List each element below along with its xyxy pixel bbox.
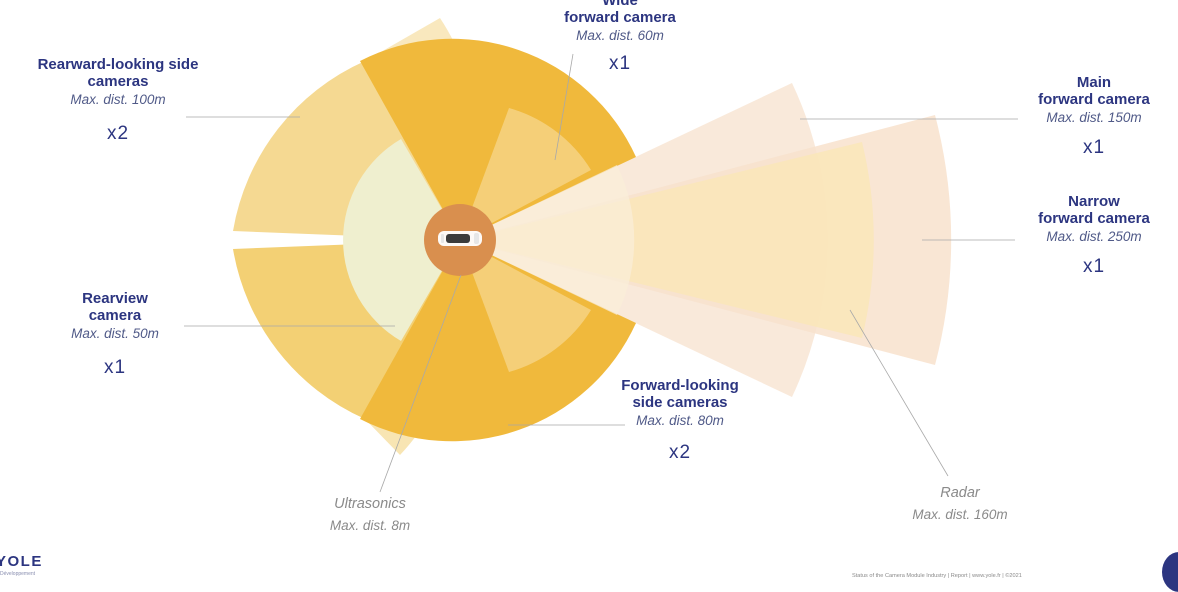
rearward-side-camera-subtitle: cameras [87, 73, 149, 91]
forward-side-camera-title: Forward-looking [621, 377, 739, 394]
ultrasonics-distance: Max. dist. 8m [329, 517, 411, 533]
narrow-forward-camera-label: Narrow forward camera Max. dist. 250m x1 [1010, 193, 1178, 278]
radar-distance: Max. dist. 160m [912, 506, 1008, 522]
forward-side-camera-count: x2 [668, 442, 692, 464]
forward-side-camera-subtitle: side cameras [632, 394, 728, 412]
wide-forward-camera-count: x1 [608, 53, 632, 75]
main-forward-camera-label: Main forward camera Max. dist. 150m x1 [1010, 74, 1178, 159]
rearward-side-camera-count: x2 [106, 123, 130, 145]
main-forward-camera-count: x1 [1082, 137, 1106, 159]
main-forward-camera-distance: Max. dist. 150m [1046, 109, 1142, 125]
footer-text: Status of the Camera Module Industry | R… [852, 573, 1022, 579]
rearview-camera-subtitle: camera [88, 307, 142, 325]
narrow-forward-camera-title: Narrow [1068, 193, 1120, 210]
wide-forward-leader-line [554, 53, 574, 161]
wide-forward-camera-title: Wide [602, 0, 638, 9]
wide-forward-camera-label: Wide forward camera Max. dist. 60m x1 [540, 0, 700, 75]
radar-zone [460, 142, 874, 338]
radar-label: Radar Max. dist. 160m [898, 485, 1022, 522]
wide-forward-camera-distance: Max. dist. 60m [576, 27, 664, 43]
rearview-camera-count: x1 [103, 357, 127, 379]
rearview-camera-distance: Max. dist. 50m [71, 325, 159, 341]
rearview-camera-title: Rearview [82, 290, 148, 307]
main-forward-camera-zone-front [460, 165, 635, 315]
main-forward-camera-title: Main [1076, 74, 1112, 91]
forward-side-camera-label: Forward-looking side cameras Max. dist. … [590, 377, 770, 464]
forward-side-camera-distance: Max. dist. 80m [636, 412, 724, 428]
rearview-camera-zone [343, 139, 460, 341]
narrow-forward-camera-subtitle: forward camera [1038, 210, 1150, 228]
ultrasonics-leader-line [379, 274, 462, 493]
logo-brand: YOLE [0, 553, 43, 570]
ultrasonics-title: Ultrasonics [334, 496, 406, 512]
narrow-forward-camera-distance: Max. dist. 250m [1046, 228, 1142, 244]
page-corner-badge [1162, 552, 1178, 592]
car-icon [438, 231, 482, 246]
wide-forward-camera-subtitle: forward camera [564, 9, 676, 27]
rearward-side-camera-title: Rearward-looking side [37, 56, 199, 73]
ultrasonics-label: Ultrasonics Max. dist. 8m [310, 496, 430, 533]
logo-subtitle: Développement [0, 571, 36, 577]
radar-title: Radar [940, 485, 980, 501]
yole-logo: YOLE Développement [0, 553, 60, 583]
wide-forward-camera-zone-overlay-lower [460, 240, 591, 372]
narrow-forward-camera-count: x1 [1082, 256, 1106, 278]
rearview-camera-label: Rearview camera Max. dist. 50m x1 [40, 290, 190, 379]
rearward-side-camera-label: Rearward-looking side cameras Max. dist.… [4, 56, 232, 145]
rearward-side-camera-distance: Max. dist. 100m [70, 91, 166, 107]
radar-leader-line [849, 309, 949, 477]
main-forward-camera-subtitle: forward camera [1038, 91, 1150, 109]
